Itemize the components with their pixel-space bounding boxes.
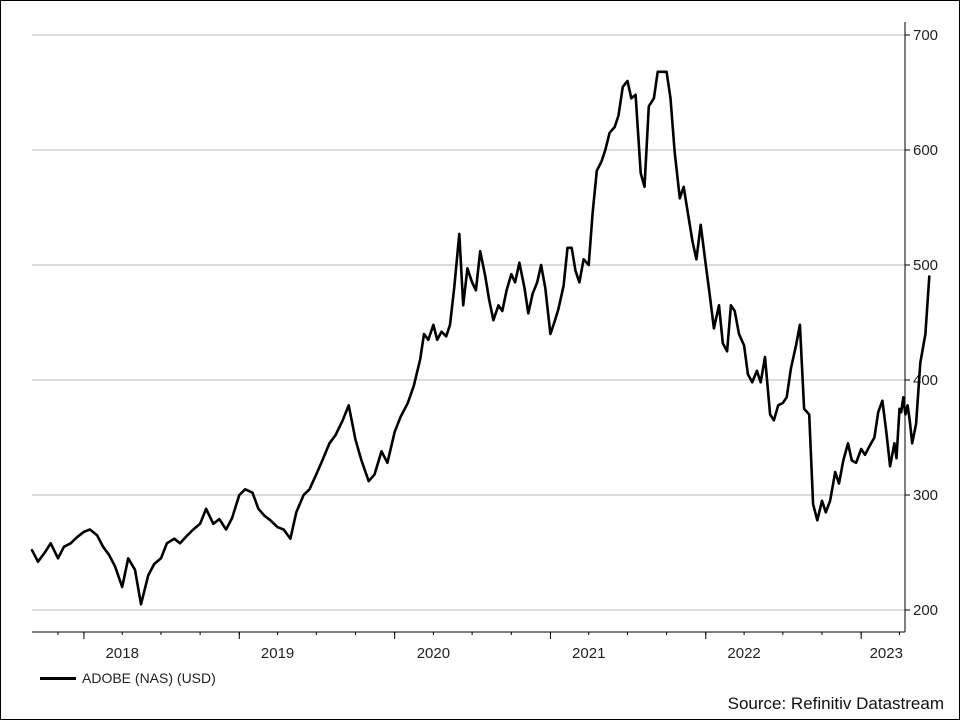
x-axis-tick-labels: 2018 2019 2020 2021 2022 2023 bbox=[106, 645, 903, 662]
series-layer bbox=[30, 70, 931, 606]
x-tick-label-2018: 2018 bbox=[106, 645, 139, 662]
y-tick-label-400: 400 bbox=[913, 372, 938, 389]
y-tick-label-200: 200 bbox=[913, 602, 938, 619]
legend-line-swatch bbox=[40, 676, 76, 680]
x-tick-label-2021: 2021 bbox=[572, 645, 605, 662]
y-tick-label-600: 600 bbox=[913, 142, 938, 159]
y-tick-label-300: 300 bbox=[913, 487, 938, 504]
legend: ADOBE (NAS) (USD) bbox=[40, 670, 216, 686]
y-axis-tick-labels: 200 300 400 500 600 700 bbox=[913, 27, 938, 619]
y-tick-label-500: 500 bbox=[913, 257, 938, 274]
source-note: Source: Refinitiv Datastream bbox=[727, 694, 944, 713]
y-tick-label-700: 700 bbox=[913, 27, 938, 44]
gridlines bbox=[32, 34, 905, 611]
series-line-0 bbox=[30, 70, 931, 606]
legend-label: ADOBE (NAS) (USD) bbox=[82, 670, 216, 686]
x-tick-label-2022: 2022 bbox=[727, 645, 760, 662]
x-tick-label-2019: 2019 bbox=[261, 645, 294, 662]
axes bbox=[32, 22, 910, 639]
x-tick-label-2020: 2020 bbox=[417, 645, 450, 662]
x-tick-label-2023: 2023 bbox=[870, 645, 903, 662]
